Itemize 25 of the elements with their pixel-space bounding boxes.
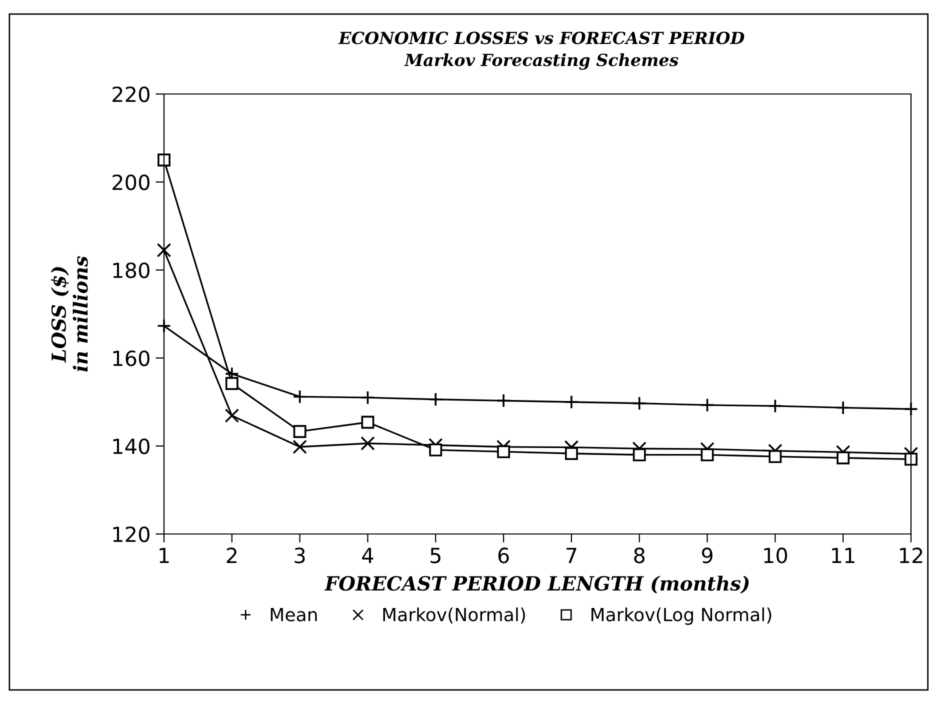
x-tick-label: 5 — [430, 548, 440, 564]
y-tick-label: 200 — [112, 174, 150, 190]
y-tick-label: 160 — [113, 350, 150, 366]
x-tick-label: 4 — [362, 548, 374, 564]
y-tick-label: 180 — [113, 262, 150, 278]
x-tick-label: 2 — [226, 548, 236, 564]
chart-subtitle: Markov Forecasting Schemes — [404, 53, 678, 70]
x-tick-label: 12 — [900, 548, 922, 564]
x-tick-label: 1 — [160, 548, 169, 564]
x-tick-label: 11 — [832, 548, 854, 564]
x-tick-label: 3 — [294, 548, 305, 564]
y-tick-label: 120 — [113, 526, 150, 542]
x-tick-label: 6 — [498, 548, 509, 564]
x-tick-label: 8 — [634, 548, 645, 564]
y-tick-label: 220 — [112, 86, 150, 102]
x-tick-label: 9 — [702, 548, 712, 564]
y-tick-label: 140 — [113, 438, 150, 454]
legend-label: Mean — [270, 608, 317, 622]
x-tick-label: 10 — [764, 548, 788, 564]
chart-title: ECONOMIC LOSSES vs FORECAST PERIOD — [338, 32, 744, 44]
legend-label: Markov(Normal) — [383, 607, 525, 624]
y-axis-title: LOSS ($) in millions — [50, 256, 88, 372]
x-axis-title: FORECAST PERIOD LENGTH (months) — [324, 576, 749, 594]
legend-label: Markov(Log Normal) — [591, 607, 772, 625]
x-tick-label: 7 — [566, 548, 576, 564]
